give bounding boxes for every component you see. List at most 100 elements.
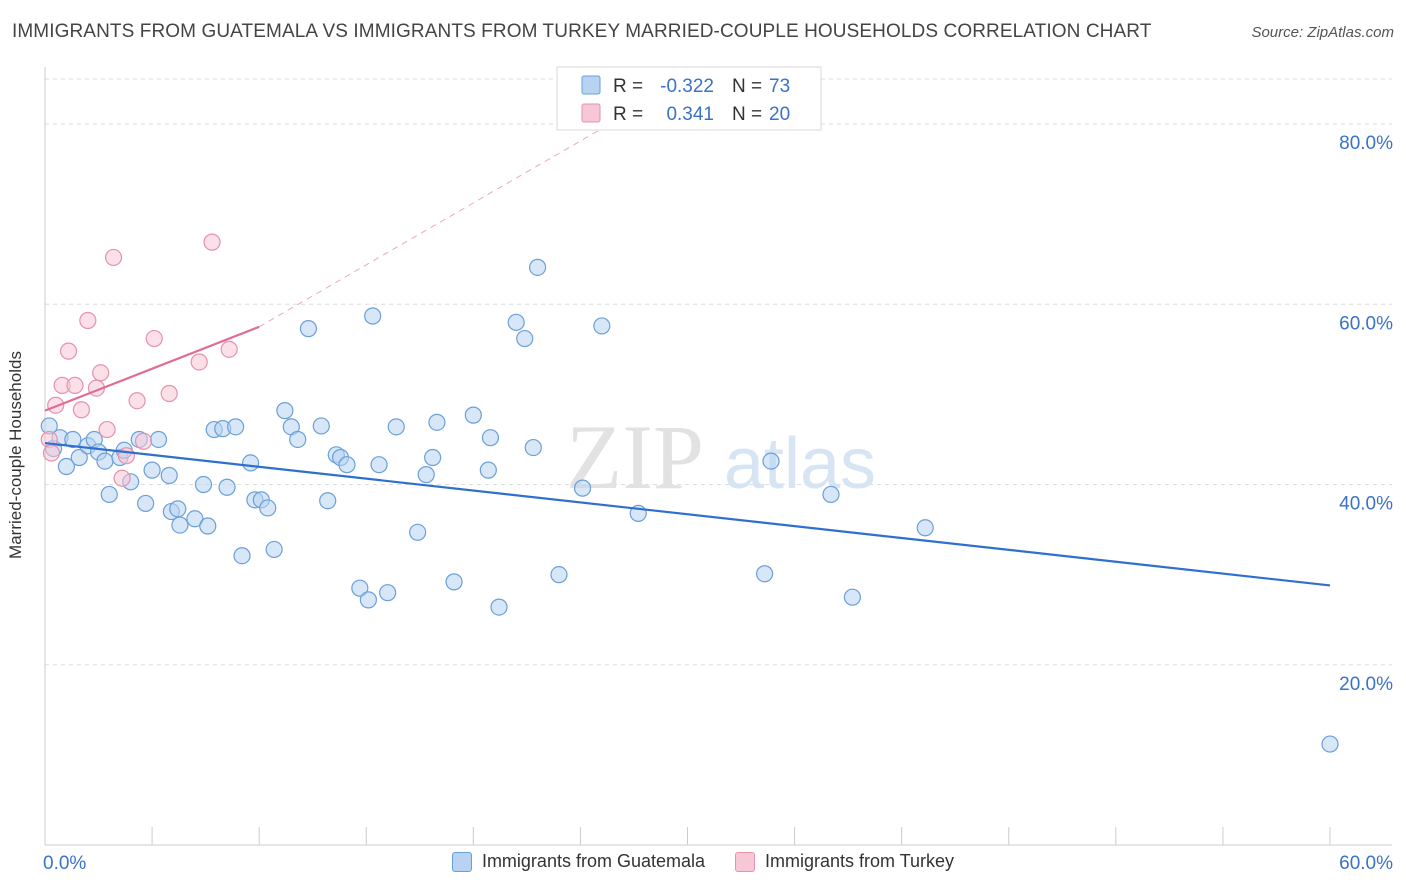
point-0-22 <box>186 510 204 528</box>
point-0-9 <box>96 452 114 470</box>
legend-item-turkey[interactable]: Immigrants from Turkey <box>735 851 954 872</box>
legend-swatch-blue <box>451 851 472 872</box>
legend-swatch-guatemala <box>581 75 601 95</box>
point-1-5 <box>66 376 84 394</box>
legend-swatch-pink <box>735 851 756 872</box>
points-layer <box>40 233 1339 753</box>
point-0-51 <box>417 466 435 484</box>
point-0-10 <box>100 485 118 504</box>
point-0-29 <box>233 547 251 565</box>
y-tick-label-0: 20.0% <box>1339 674 1393 695</box>
point-0-65 <box>593 317 611 335</box>
point-1-17 <box>160 384 178 403</box>
legend-box: R = -0.322 N = 73 R = 0.341 N = 20 <box>556 66 822 131</box>
point-0-59 <box>507 313 525 331</box>
legend-r-label-0: R = <box>613 76 643 97</box>
point-0-46 <box>364 307 382 325</box>
grid-layer <box>45 78 1392 666</box>
legend-label-turkey: Immigrants from Turkey <box>765 851 955 871</box>
legend-swatch-turkey <box>581 103 601 123</box>
point-0-17 <box>149 430 168 449</box>
x-tick-label-0: 0.0% <box>43 853 86 874</box>
point-0-4 <box>64 430 82 449</box>
point-0-49 <box>387 418 405 436</box>
point-0-55 <box>464 406 482 424</box>
point-0-53 <box>428 413 446 431</box>
point-1-12 <box>113 469 131 487</box>
point-0-67 <box>755 565 774 583</box>
legend-n-value-1: 20 <box>769 104 790 125</box>
point-0-39 <box>312 417 330 435</box>
point-0-52 <box>424 448 442 467</box>
point-0-40 <box>319 492 337 510</box>
point-0-61 <box>524 438 542 457</box>
legend-n-label-1: N = <box>732 104 762 125</box>
tick-labels: 20.0% 40.0% 60.0% 80.0% 0.0% 60.0% <box>43 133 1393 874</box>
point-1-19 <box>203 233 221 251</box>
point-0-15 <box>137 494 155 513</box>
watermark-atlas: atlas <box>724 424 876 504</box>
point-0-23 <box>194 475 213 494</box>
point-0-20 <box>169 500 187 518</box>
source-label: Source: ZipAtlas.com <box>1251 24 1394 41</box>
point-0-35 <box>276 402 294 420</box>
legend-r-label-1: R = <box>613 104 643 125</box>
point-0-69 <box>822 485 840 504</box>
point-0-43 <box>338 456 356 474</box>
point-1-18 <box>190 353 208 371</box>
legend-r-value-0: -0.322 <box>660 76 714 97</box>
point-1-2 <box>47 396 65 414</box>
point-1-4 <box>59 342 78 360</box>
point-0-57 <box>481 429 500 447</box>
point-0-27 <box>218 478 236 496</box>
point-0-63 <box>550 566 568 584</box>
point-0-64 <box>573 479 592 497</box>
watermark: ZIP atlas <box>566 406 876 508</box>
point-0-16 <box>143 461 161 479</box>
trend-layer <box>44 78 1331 587</box>
point-0-33 <box>259 499 277 517</box>
x-tick-label-1: 60.0% <box>1339 853 1393 874</box>
point-0-24 <box>199 517 217 535</box>
point-0-72 <box>1321 735 1339 753</box>
point-1-10 <box>98 420 116 439</box>
point-0-3 <box>57 457 76 476</box>
point-0-68 <box>762 452 780 470</box>
legend-r-value-1: 0.341 <box>666 104 714 125</box>
point-0-34 <box>265 540 283 559</box>
point-0-50 <box>409 523 427 541</box>
trend-line-1 <box>44 325 260 412</box>
point-0-5 <box>70 448 88 467</box>
point-0-18 <box>160 466 178 485</box>
point-0-60 <box>516 329 534 348</box>
point-1-7 <box>79 311 97 330</box>
bottom-legend: Immigrants from Guatemala Immigrants fro… <box>0 851 1406 872</box>
legend-n-value-0: 73 <box>769 76 790 97</box>
legend-item-guatemala[interactable]: Immigrants from Guatemala <box>451 851 706 872</box>
point-0-38 <box>299 320 318 338</box>
point-0-21 <box>171 516 189 534</box>
point-0-58 <box>490 598 508 616</box>
point-0-62 <box>528 258 547 276</box>
point-1-9 <box>92 364 110 382</box>
y-tick-label-3: 80.0% <box>1339 133 1393 154</box>
point-0-30 <box>242 454 260 472</box>
point-0-48 <box>379 584 397 602</box>
point-1-16 <box>145 329 163 348</box>
point-1-11 <box>104 248 123 267</box>
point-0-70 <box>843 588 862 606</box>
y-tick-label-2: 60.0% <box>1339 313 1393 334</box>
point-1-6 <box>72 401 91 419</box>
point-1-14 <box>128 392 146 410</box>
legend-label-guatemala: Immigrants from Guatemala <box>481 851 706 871</box>
trend-line-0 <box>44 441 1331 587</box>
point-0-47 <box>370 456 388 474</box>
point-0-45 <box>359 591 377 609</box>
point-1-15 <box>134 432 153 450</box>
point-1-1 <box>42 444 61 462</box>
point-1-13 <box>117 447 135 465</box>
point-0-54 <box>445 573 463 591</box>
point-0-56 <box>479 461 497 479</box>
legend-n-label-0: N = <box>732 76 762 97</box>
